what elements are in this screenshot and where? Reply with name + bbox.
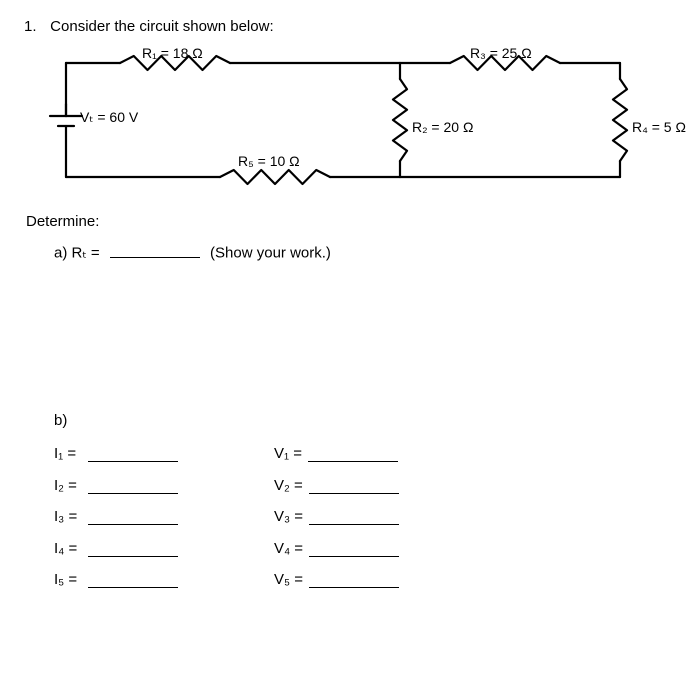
current-cell: I₁ = xyxy=(54,445,274,463)
voltage-label: V₅ = xyxy=(274,571,303,588)
part-b-label: b) xyxy=(54,412,676,429)
voltage-label: V₁ = xyxy=(274,445,302,462)
voltage-blank[interactable] xyxy=(309,539,399,557)
label-r4: R₄ = 5 Ω xyxy=(632,119,686,135)
current-label: I₂ = xyxy=(54,477,82,494)
determine-heading: Determine: xyxy=(26,213,676,230)
label-r2: R₂ = 20 Ω xyxy=(412,119,473,135)
part-b-grid: I₁ = V₁ = I₂ = V₂ = I₃ = V₃ = I₄ = V₄ = I₅ = V₅ = xyxy=(54,445,676,589)
current-blank[interactable] xyxy=(88,571,178,589)
voltage-blank[interactable] xyxy=(309,508,399,526)
label-r5: R₅ = 10 Ω xyxy=(238,153,300,169)
part-a-blank[interactable] xyxy=(110,240,200,258)
voltage-label: V₄ = xyxy=(274,540,303,557)
part-b: b) I₁ = V₁ = I₂ = V₂ = I₃ = V₃ = I₄ = V₄ = I₅ = V… xyxy=(54,412,676,589)
label-vt: Vₜ = 60 V xyxy=(80,109,138,126)
current-cell: I₂ = xyxy=(54,476,274,494)
part-b-row: I₄ = V₄ = xyxy=(54,539,676,557)
part-b-row: I₅ = V₅ = xyxy=(54,571,676,589)
part-a: a) Rₜ = (Show your work.) xyxy=(54,240,676,262)
voltage-blank[interactable] xyxy=(308,445,398,463)
current-blank[interactable] xyxy=(88,476,178,494)
circuit-diagram: R₁ = 18 Ω R₃ = 25 Ω R₅ = 10 Ω R₂ = 20 Ω … xyxy=(30,49,660,189)
part-a-hint: (Show your work.) xyxy=(210,245,331,262)
voltage-blank[interactable] xyxy=(309,476,399,494)
current-label: I₅ = xyxy=(54,571,82,588)
part-b-row: I₂ = V₂ = xyxy=(54,476,676,494)
question-number: 1. xyxy=(24,18,46,35)
voltage-label: V₂ = xyxy=(274,477,303,494)
current-cell: I₃ = xyxy=(54,508,274,526)
part-b-row: I₃ = V₃ = xyxy=(54,508,676,526)
voltage-cell: V₄ = xyxy=(274,539,494,557)
current-blank[interactable] xyxy=(88,445,178,463)
voltage-cell: V₃ = xyxy=(274,508,494,526)
current-label: I₃ = xyxy=(54,508,82,525)
voltage-blank[interactable] xyxy=(309,571,399,589)
label-r3: R₃ = 25 Ω xyxy=(470,45,532,61)
label-r1: R₁ = 18 Ω xyxy=(142,45,203,61)
question-prompt: Consider the circuit shown below: xyxy=(50,18,273,35)
current-cell: I₅ = xyxy=(54,571,274,589)
current-cell: I₄ = xyxy=(54,539,274,557)
voltage-label: V₃ = xyxy=(274,508,303,525)
voltage-cell: V₂ = xyxy=(274,476,494,494)
current-blank[interactable] xyxy=(88,539,178,557)
voltage-cell: V₅ = xyxy=(274,571,494,589)
current-label: I₄ = xyxy=(54,540,82,557)
part-a-label: a) Rₜ = xyxy=(54,245,100,262)
part-b-row: I₁ = V₁ = xyxy=(54,445,676,463)
question-line: 1. Consider the circuit shown below: xyxy=(24,18,676,35)
current-blank[interactable] xyxy=(88,508,178,526)
voltage-cell: V₁ = xyxy=(274,445,494,463)
current-label: I₁ = xyxy=(54,445,82,462)
